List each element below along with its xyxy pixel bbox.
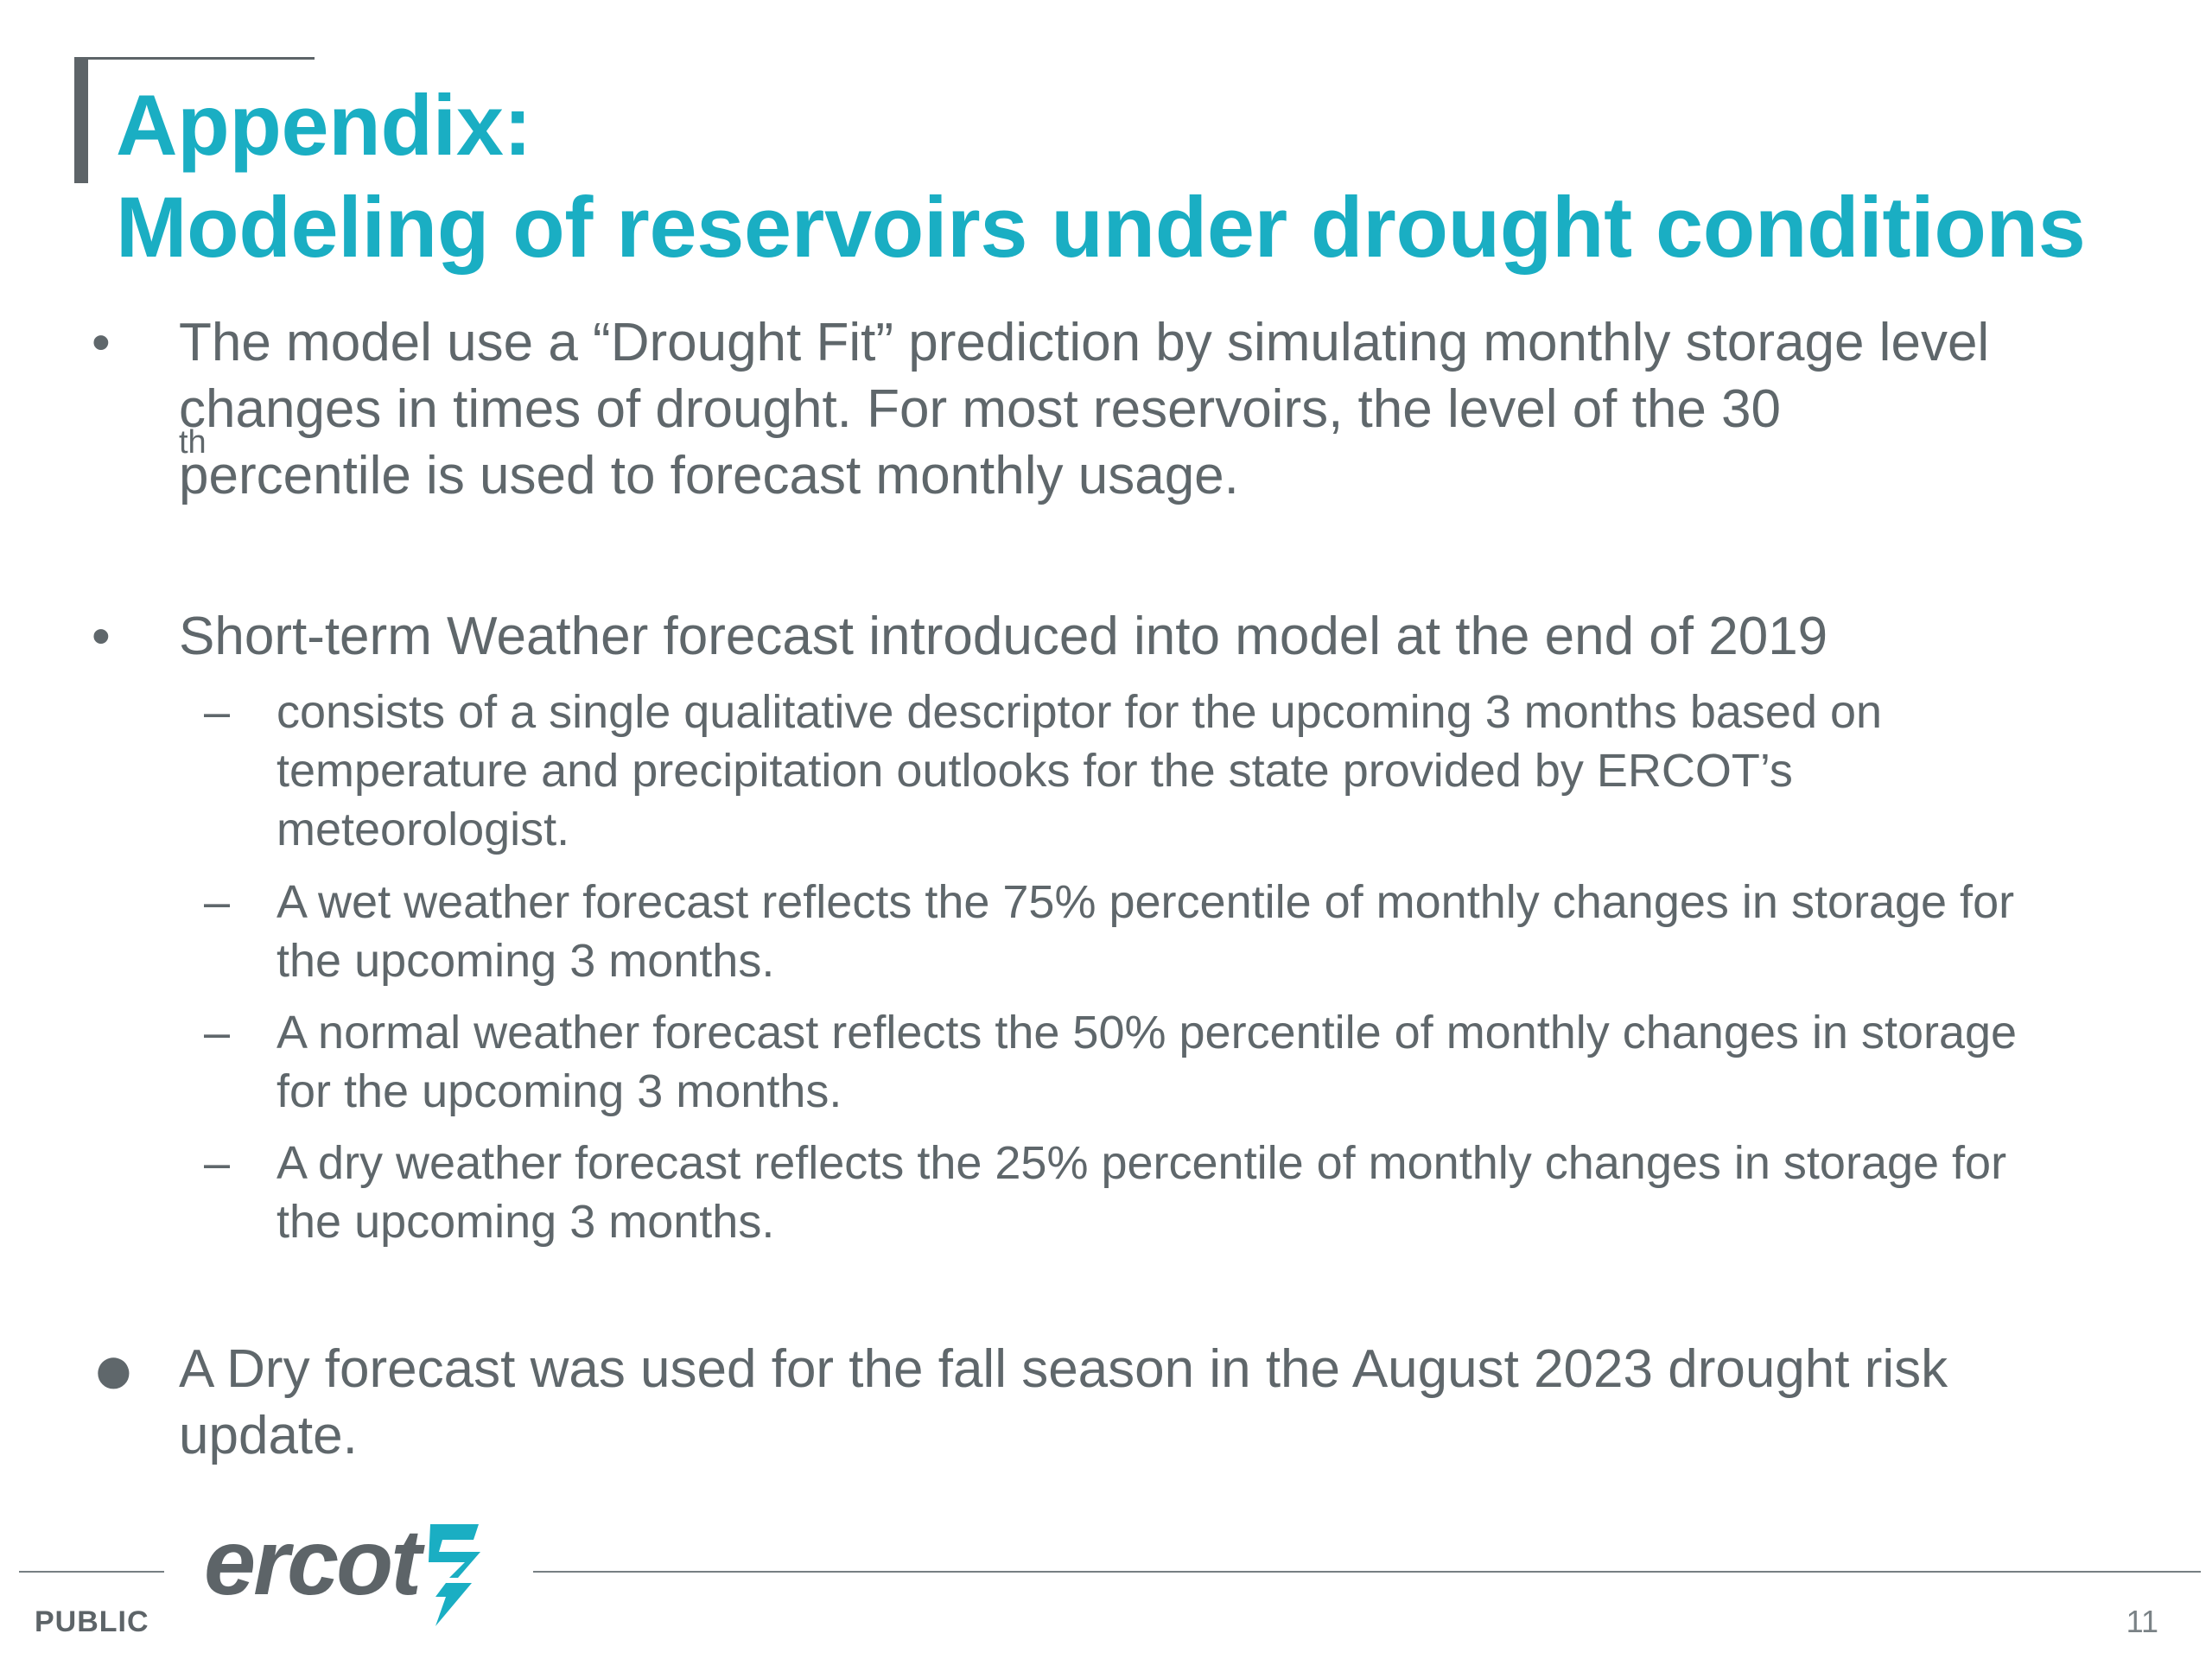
subitem-text: A wet weather forecast reflects the 75% … bbox=[276, 873, 2177, 990]
ercot-logo: ercot bbox=[204, 1514, 498, 1635]
bullet-line: Short-term Weather forecast introduced i… bbox=[179, 607, 1828, 666]
title-accent-rule bbox=[74, 57, 315, 60]
slide-title-line-2: Modeling of reservoirs under drought con… bbox=[116, 179, 2086, 275]
bullet-line: A Dry forecast was used for the fall sea… bbox=[179, 1339, 1948, 1399]
bullet-text: A Dry forecast was used for the fall sea… bbox=[179, 1336, 2166, 1469]
title-accent-bar bbox=[74, 57, 88, 183]
subitem-line: A dry weather forecast reflects the 25% … bbox=[276, 1137, 2007, 1189]
subitem-marker: – bbox=[204, 686, 231, 738]
subitem-line: the upcoming 3 months. bbox=[276, 1196, 775, 1248]
subitem-line: consists of a single qualitative descrip… bbox=[276, 686, 1883, 738]
subitem-marker: – bbox=[204, 1007, 231, 1058]
bullet-line: changes in times of drought. For most re… bbox=[179, 379, 1782, 439]
footer-rule-right bbox=[533, 1571, 2201, 1573]
subitem-text: consists of a single qualitative descrip… bbox=[276, 683, 2177, 859]
bullet-line: percentile is used to forecast monthly u… bbox=[179, 446, 1239, 505]
ercot-logo-wordmark: ercot bbox=[204, 1510, 422, 1614]
bullet-marker: ● bbox=[92, 1328, 136, 1409]
bullet-marker: • bbox=[92, 607, 111, 666]
bullet-text: Short-term Weather forecast introduced i… bbox=[179, 603, 2166, 670]
subitem-marker: – bbox=[204, 876, 231, 928]
subitem-line: A normal weather forecast reflects the 5… bbox=[276, 1007, 2018, 1058]
subitem-line: the upcoming 3 months. bbox=[276, 935, 775, 987]
bullet-line: The model use a “Drought Fit” prediction… bbox=[179, 313, 1990, 372]
bullet-marker: • bbox=[92, 313, 111, 372]
bullet-line-with-sup: changes in times of drought. For most re… bbox=[179, 379, 1782, 461]
subitem-text: A normal weather forecast reflects the 5… bbox=[276, 1003, 2177, 1121]
subitem-line: meteorologist. bbox=[276, 804, 570, 855]
subitem-line: for the upcoming 3 months. bbox=[276, 1065, 842, 1117]
subitem-line: temperature and precipitation outlooks f… bbox=[276, 745, 1793, 797]
subitem-text: A dry weather forecast reflects the 25% … bbox=[276, 1134, 2177, 1251]
bullet-line: update. bbox=[179, 1406, 358, 1465]
slide-title-line-1: Appendix: bbox=[116, 77, 532, 173]
bullet-text: The model use a “Drought Fit” prediction… bbox=[179, 309, 2166, 509]
footer-rule-left bbox=[19, 1571, 164, 1573]
page-number: 11 bbox=[2126, 1604, 2158, 1639]
ercot-lightning-icon bbox=[429, 1524, 480, 1626]
subitem-line: A wet weather forecast reflects the 75% … bbox=[276, 876, 2015, 928]
subitem-marker: – bbox=[204, 1137, 231, 1189]
classification-label: PUBLIC bbox=[35, 1605, 149, 1638]
slide-title: Appendix: Modeling of reservoirs under d… bbox=[116, 74, 2086, 278]
